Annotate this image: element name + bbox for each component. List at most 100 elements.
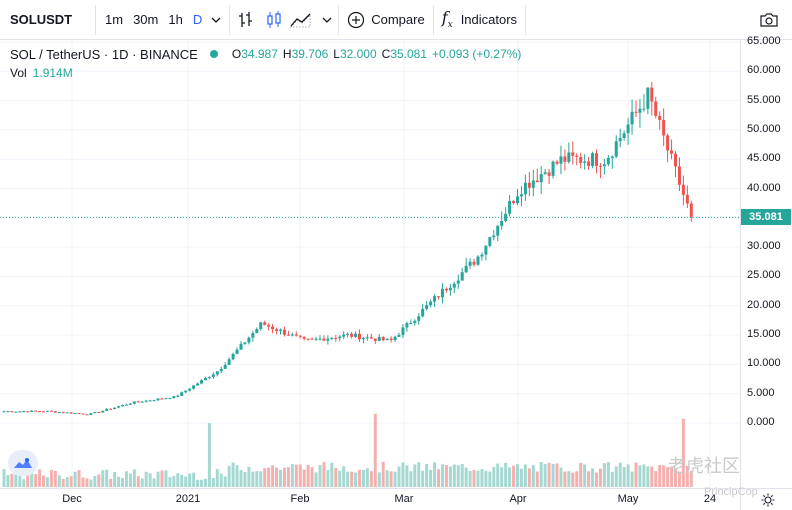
- volume-bar: [677, 471, 681, 487]
- legend-high: H39.706: [282, 47, 329, 61]
- candle-body: [658, 115, 662, 120]
- tradingview-logo-icon[interactable]: [8, 450, 38, 476]
- candle-body: [677, 166, 681, 185]
- candle-body: [109, 408, 113, 410]
- chart-settings-corner[interactable]: [740, 488, 792, 510]
- candle-body: [34, 410, 38, 412]
- volume-bar: [160, 470, 164, 487]
- candle-body: [650, 87, 654, 102]
- legend-symbol[interactable]: SOL / TetherUS · 1D · BINANCE: [10, 46, 198, 62]
- toolbar-divider: [432, 4, 434, 35]
- compare-button[interactable]: Compare: [339, 0, 432, 40]
- volume-bar: [523, 464, 527, 487]
- candle-body: [73, 413, 77, 415]
- volume-bar: [211, 477, 215, 487]
- volume-bar: [583, 464, 587, 487]
- volume-bar: [460, 464, 464, 487]
- volume-bar: [22, 479, 26, 487]
- candles-style-icon[interactable]: [262, 0, 286, 40]
- volume-bar: [492, 467, 496, 487]
- toolbar-divider: [525, 4, 527, 35]
- candle-body: [290, 334, 294, 336]
- candle-body: [275, 329, 279, 331]
- volume-bar: [670, 466, 674, 487]
- candle-body: [207, 377, 211, 379]
- volume-bar: [440, 464, 444, 487]
- volume-bar: [180, 474, 184, 487]
- candle-body: [97, 412, 101, 414]
- volume-bar: [421, 470, 425, 487]
- volume-bar: [207, 423, 211, 487]
- toolbar-divider: [338, 4, 340, 35]
- volume-bar: [45, 477, 49, 487]
- candle-body: [61, 412, 65, 414]
- interval-1h[interactable]: 1h: [168, 12, 183, 27]
- candle-body: [508, 200, 512, 214]
- candle-body: [642, 108, 646, 110]
- indicators-button[interactable]: fx Indicators: [434, 0, 525, 40]
- candle-body: [164, 398, 168, 400]
- volume-bar: [322, 462, 326, 487]
- candle-body: [350, 333, 354, 337]
- volume-bar: [452, 464, 456, 487]
- candle-body: [602, 164, 606, 167]
- volume-label[interactable]: Vol: [10, 66, 27, 80]
- volume-bar: [559, 467, 563, 487]
- volume-bar: [527, 468, 531, 487]
- volume-bar: [476, 470, 480, 487]
- area-style-icon[interactable]: [286, 0, 316, 40]
- candle-body: [18, 411, 22, 413]
- candle-body: [140, 401, 144, 403]
- symbol-search[interactable]: SOLUSDT: [10, 12, 73, 27]
- candle-body: [425, 305, 429, 309]
- volume-bar: [433, 462, 437, 487]
- candle-body: [531, 180, 535, 188]
- price-chart[interactable]: [0, 40, 740, 488]
- candle-body: [255, 329, 259, 334]
- watermark-text: 老虎社区: [668, 456, 740, 477]
- candle-body: [440, 288, 444, 298]
- candle-body: [231, 353, 235, 360]
- candle-body: [247, 337, 251, 343]
- interval-dropdown-icon[interactable]: [207, 0, 225, 40]
- volume-bar: [298, 464, 302, 487]
- candle-body: [346, 333, 350, 335]
- interval-1m[interactable]: 1m: [105, 12, 124, 27]
- volume-bar: [196, 479, 200, 487]
- candle-body: [591, 153, 595, 166]
- volume-bar: [294, 464, 298, 487]
- volume-bar: [480, 468, 484, 487]
- candle-body: [571, 152, 575, 156]
- candle-body: [654, 101, 658, 116]
- time-axis[interactable]: Dec 2021 Feb Mar Apr May 24: [0, 488, 740, 510]
- volume-bar: [642, 464, 646, 487]
- candle-body: [666, 135, 670, 151]
- volume-bar: [26, 469, 30, 487]
- volume-bar: [610, 471, 614, 487]
- price-tick-label: 10.000: [747, 357, 781, 370]
- candle-body: [180, 392, 184, 396]
- volume-bar: [42, 475, 45, 487]
- settings-gear-icon: [761, 493, 775, 507]
- candle-body: [512, 200, 516, 204]
- volume-bar: [200, 479, 203, 487]
- candle-body: [298, 335, 302, 337]
- volume-bar: [223, 476, 227, 487]
- price-axis[interactable]: 65.000 60.000 55.000 50.000 45.000 40.000 35.0…: [740, 35, 792, 488]
- price-tick-label: 20.000: [747, 298, 781, 311]
- toolbar-divider: [95, 4, 96, 35]
- bars-style-icon[interactable]: [230, 0, 262, 40]
- volume-bar: [654, 471, 658, 487]
- price-tick-label: 25.000: [747, 269, 781, 282]
- chart-style-dropdown-icon[interactable]: [316, 0, 338, 40]
- candle-body: [681, 184, 685, 195]
- volume-bar: [595, 472, 598, 487]
- volume-bar: [496, 463, 500, 487]
- volume-bar: [535, 471, 539, 487]
- volume-bar: [105, 469, 109, 487]
- interval-30m[interactable]: 30m: [133, 12, 159, 27]
- candle-body: [385, 338, 389, 341]
- camera-icon[interactable]: [756, 7, 782, 33]
- candle-body: [583, 161, 587, 163]
- interval-d[interactable]: D: [192, 12, 203, 27]
